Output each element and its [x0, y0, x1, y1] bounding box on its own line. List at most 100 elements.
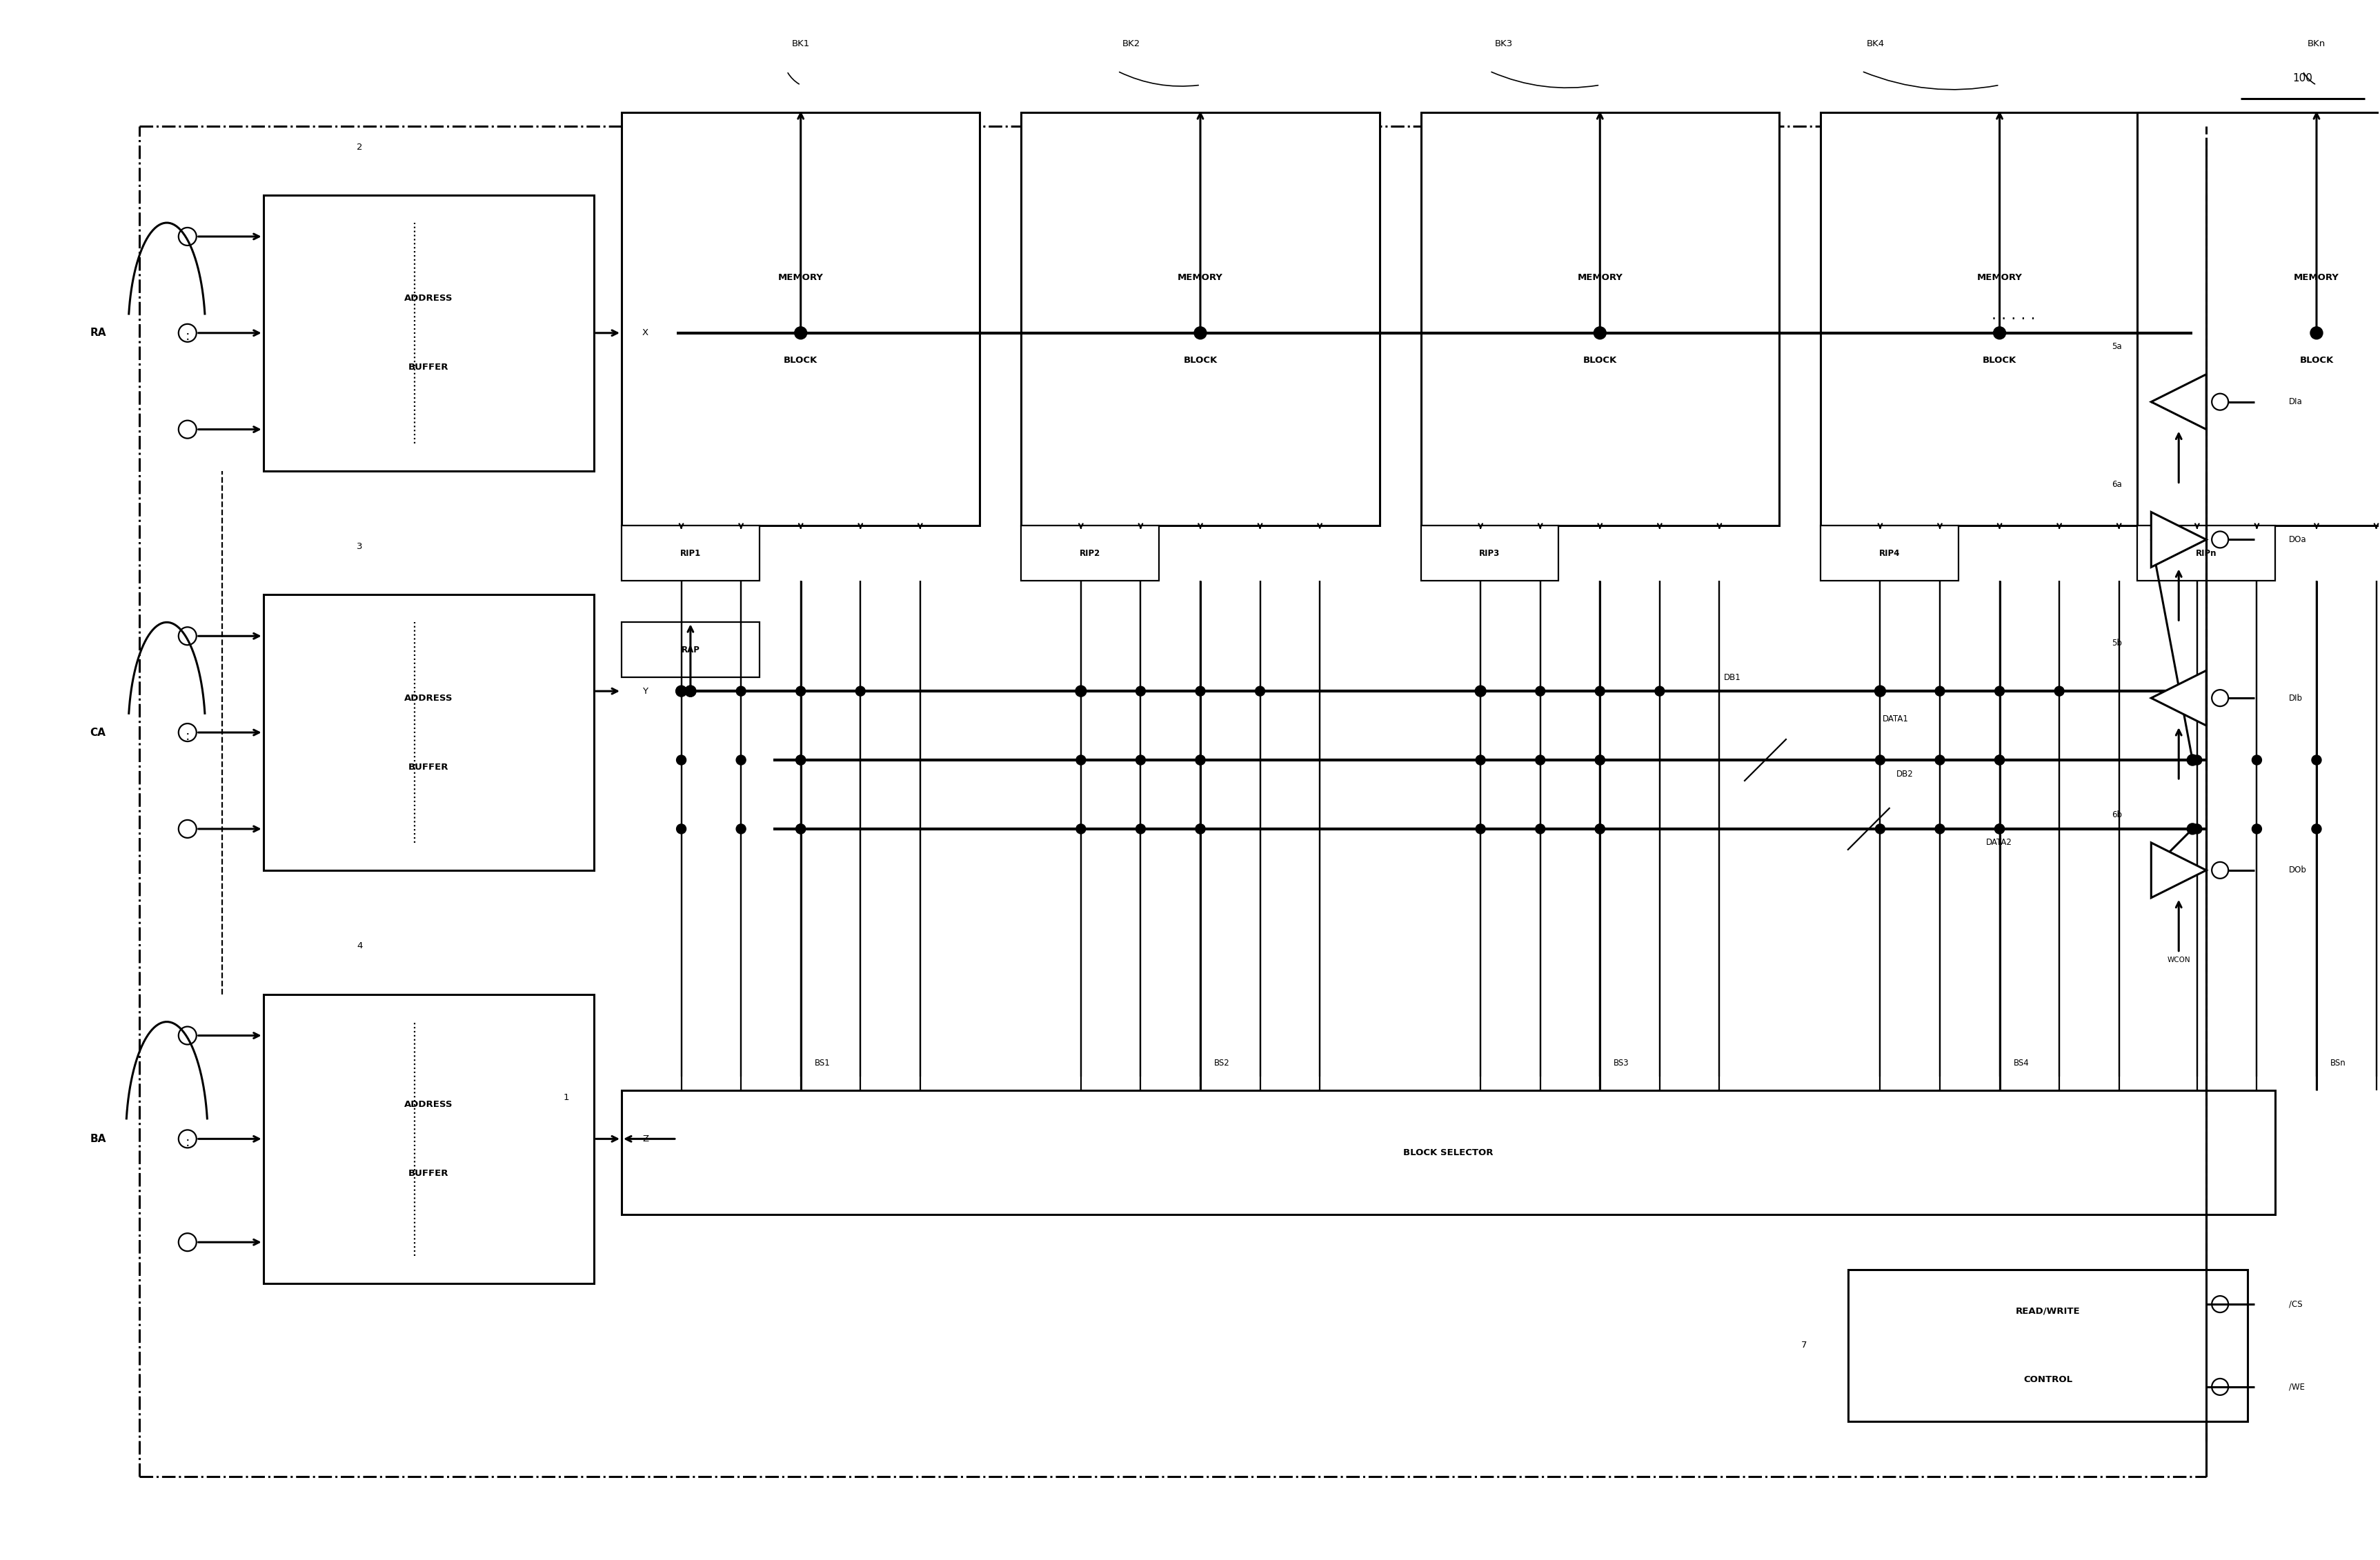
Circle shape	[1994, 755, 2004, 764]
Text: CA: CA	[90, 727, 105, 738]
Bar	[621, 112, 981, 526]
Text: 3: 3	[357, 541, 362, 551]
Circle shape	[795, 824, 804, 833]
Circle shape	[1195, 824, 1204, 833]
Text: MEMORY: MEMORY	[2294, 273, 2340, 282]
Circle shape	[1994, 824, 2004, 833]
Text: Y: Y	[643, 686, 647, 696]
Circle shape	[1195, 326, 1207, 339]
Text: DOb: DOb	[2290, 866, 2306, 875]
Bar	[1421, 526, 1559, 580]
Circle shape	[735, 824, 745, 833]
Circle shape	[676, 755, 685, 764]
Text: BLOCK SELECTOR: BLOCK SELECTOR	[1404, 1148, 1492, 1158]
Text: DATA1: DATA1	[1883, 714, 1909, 724]
Text: MEMORY: MEMORY	[778, 273, 823, 282]
Bar	[264, 994, 595, 1284]
Circle shape	[1535, 686, 1545, 696]
Bar	[2137, 112, 2380, 526]
Circle shape	[795, 755, 804, 764]
Circle shape	[1195, 755, 1204, 764]
Circle shape	[795, 755, 804, 764]
Text: MEMORY: MEMORY	[1978, 273, 2023, 282]
Circle shape	[1135, 824, 1145, 833]
Text: READ/WRITE: READ/WRITE	[2016, 1307, 2080, 1315]
Circle shape	[1994, 755, 2004, 764]
Text: 5b: 5b	[2111, 638, 2123, 647]
Bar	[264, 594, 595, 870]
Circle shape	[1076, 686, 1085, 697]
Circle shape	[685, 686, 695, 697]
Circle shape	[1935, 824, 1944, 833]
Circle shape	[1476, 824, 1485, 833]
Circle shape	[1654, 686, 1664, 696]
Circle shape	[735, 755, 745, 764]
Circle shape	[1135, 755, 1145, 764]
Text: 6b: 6b	[2111, 811, 2123, 819]
Text: RAP: RAP	[681, 646, 700, 654]
Polygon shape	[2152, 671, 2206, 725]
Text: 1: 1	[564, 1094, 569, 1101]
Circle shape	[1535, 755, 1545, 764]
Text: RIPn: RIPn	[2197, 549, 2216, 558]
Text: BLOCK: BLOCK	[1983, 356, 2016, 365]
Text: 2: 2	[357, 142, 362, 151]
Bar	[1821, 112, 2178, 526]
Bar	[621, 622, 759, 677]
Text: RIP1: RIP1	[681, 549, 700, 558]
Circle shape	[1994, 824, 2004, 833]
Circle shape	[676, 686, 685, 696]
Text: BK4: BK4	[1866, 39, 1885, 48]
Text: BLOCK: BLOCK	[1583, 356, 1616, 365]
Circle shape	[2187, 824, 2199, 835]
Text: DOa: DOa	[2290, 535, 2306, 544]
Text: /WE: /WE	[2290, 1382, 2304, 1392]
Text: BK1: BK1	[793, 39, 809, 48]
Bar	[621, 526, 759, 580]
Circle shape	[676, 686, 688, 697]
Polygon shape	[2152, 842, 2206, 899]
Circle shape	[1935, 686, 1944, 696]
Text: BS2: BS2	[1214, 1059, 1230, 1067]
Text: Z: Z	[643, 1134, 647, 1143]
Circle shape	[1595, 686, 1604, 696]
Circle shape	[1875, 686, 1885, 696]
Text: 7: 7	[1802, 1342, 1806, 1349]
Text: BUFFER: BUFFER	[409, 763, 450, 771]
Circle shape	[1476, 686, 1485, 697]
Circle shape	[1595, 755, 1604, 764]
Text: 5a: 5a	[2111, 342, 2121, 351]
Circle shape	[1875, 686, 1885, 697]
Text: BLOCK: BLOCK	[1183, 356, 1216, 365]
Bar	[1021, 112, 1380, 526]
Text: DATA2: DATA2	[1985, 838, 2011, 847]
Circle shape	[2187, 755, 2199, 766]
Circle shape	[1595, 824, 1604, 833]
Circle shape	[1076, 824, 1085, 833]
Text: DB1: DB1	[1723, 672, 1742, 682]
Text: BUFFER: BUFFER	[409, 363, 450, 371]
Circle shape	[1476, 755, 1485, 764]
Text: RIP3: RIP3	[1480, 549, 1499, 558]
Circle shape	[1595, 824, 1604, 833]
Circle shape	[1076, 686, 1085, 696]
Text: DIa: DIa	[2290, 398, 2301, 406]
Bar	[1021, 526, 1159, 580]
Text: :: :	[186, 329, 190, 343]
Text: DIb: DIb	[2290, 694, 2304, 702]
Text: :: :	[186, 730, 190, 743]
Text: BKn: BKn	[2309, 39, 2325, 48]
Text: 4: 4	[357, 942, 362, 950]
Text: WCON: WCON	[2168, 956, 2190, 963]
Text: · · · · ·: · · · · ·	[1992, 312, 2035, 326]
Text: BSn: BSn	[2330, 1059, 2347, 1067]
Text: BLOCK: BLOCK	[2299, 356, 2332, 365]
Text: MEMORY: MEMORY	[1578, 273, 1623, 282]
Text: ADDRESS: ADDRESS	[405, 293, 452, 303]
Circle shape	[1875, 824, 1885, 833]
Text: RIP2: RIP2	[1081, 549, 1100, 558]
Circle shape	[2251, 824, 2261, 833]
Circle shape	[795, 824, 804, 833]
Circle shape	[1476, 686, 1485, 696]
Circle shape	[2054, 686, 2063, 696]
